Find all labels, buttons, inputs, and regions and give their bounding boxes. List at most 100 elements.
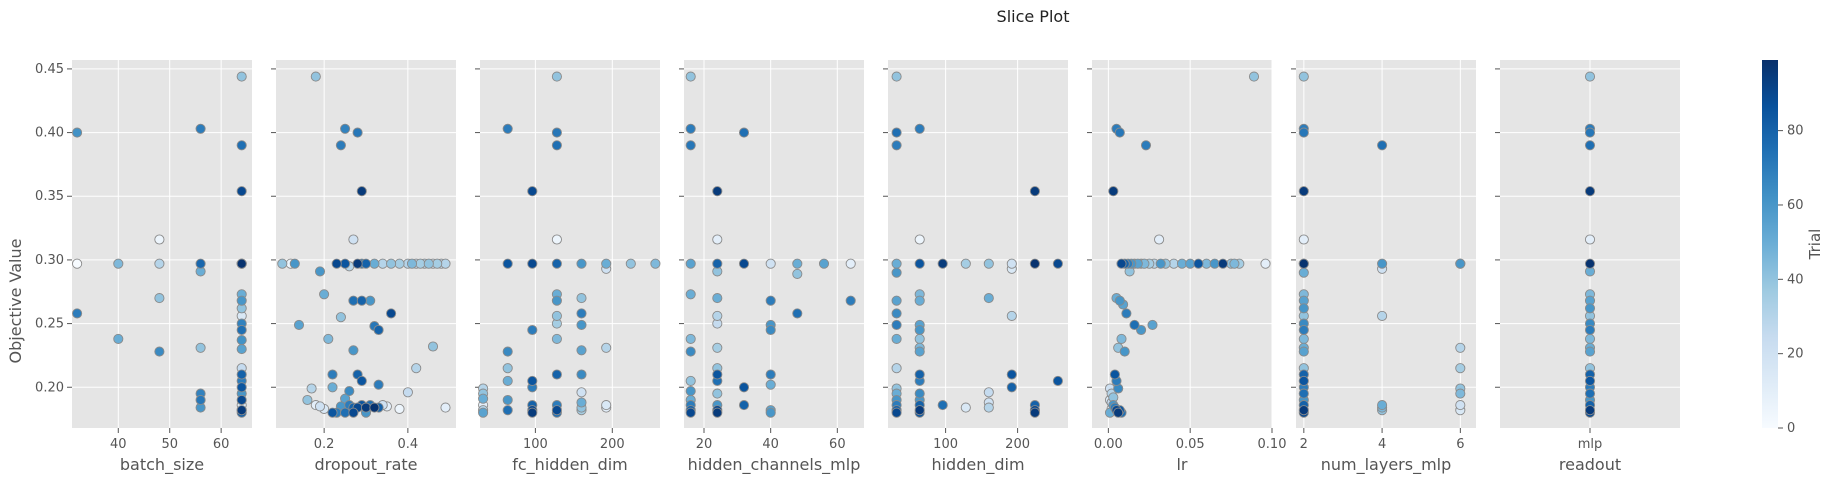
data-point [1584, 127, 1596, 138]
data-point [289, 258, 300, 269]
colorbar-tick-label: 60 [1787, 198, 1804, 213]
y-tick-label: 0.45 [35, 62, 64, 77]
data-point [551, 333, 562, 344]
data-point [738, 127, 750, 138]
data-point [331, 258, 342, 269]
data-point [1298, 405, 1309, 416]
data-point [236, 344, 247, 355]
data-point [527, 407, 538, 418]
data-point [356, 186, 367, 197]
data-point [1052, 375, 1063, 386]
data-point [1455, 258, 1466, 269]
data-point [1298, 375, 1309, 386]
data-point [154, 258, 165, 269]
data-point [576, 258, 587, 269]
data-point [323, 333, 334, 344]
data-point [365, 295, 376, 306]
x-axis-label-num_layers_mlp: num_layers_mlp [1321, 455, 1452, 475]
data-point [1377, 310, 1388, 321]
data-point [502, 346, 513, 357]
data-point [1298, 303, 1309, 314]
data-point [1298, 324, 1309, 336]
data-point [236, 295, 247, 306]
data-point [335, 312, 346, 323]
data-point [551, 295, 562, 306]
colorbar-label: Trial [1806, 229, 1824, 261]
data-point [314, 266, 326, 277]
data-point [576, 345, 587, 356]
data-point [427, 341, 439, 352]
data-point [1029, 186, 1040, 197]
data-point [792, 258, 803, 269]
x-tick-label: 50 [161, 437, 178, 452]
data-point [1006, 258, 1017, 269]
data-point [527, 186, 538, 197]
data-point [914, 405, 925, 416]
data-point [845, 295, 856, 306]
data-point [1108, 186, 1119, 197]
colorbar-tick-label: 0 [1787, 421, 1795, 436]
data-point [765, 295, 776, 306]
data-point [1584, 388, 1596, 399]
data-point [502, 123, 513, 134]
data-point [373, 324, 384, 336]
data-point [527, 375, 538, 386]
data-point [72, 127, 83, 138]
data-point [154, 234, 165, 245]
data-point [551, 405, 562, 416]
data-point [502, 258, 513, 269]
data-point [1298, 127, 1309, 138]
data-point [685, 346, 696, 357]
data-point [914, 333, 925, 344]
data-point [765, 258, 776, 269]
data-point [1140, 140, 1152, 151]
data-point [236, 405, 247, 416]
data-point [914, 258, 925, 269]
data-point [236, 394, 247, 406]
data-point [1119, 346, 1130, 357]
panel-hidden_channels_mlp: 20 40 60 hidden_channels_mlp [679, 60, 864, 475]
data-point [236, 369, 247, 380]
x-tick-label: mlp [1578, 437, 1603, 452]
data-point [712, 258, 723, 269]
data-point [310, 71, 321, 82]
panel-background [1296, 60, 1476, 428]
data-point [369, 402, 380, 413]
data-point [402, 387, 413, 398]
data-point [340, 407, 351, 418]
data-point [1377, 400, 1388, 411]
data-point [360, 258, 372, 269]
data-point [551, 71, 562, 82]
data-point [551, 369, 562, 380]
data-point [360, 402, 372, 413]
data-point [502, 363, 513, 374]
data-point [601, 400, 612, 411]
panel-hidden_dim: 100 200 hidden_dim [883, 60, 1068, 475]
data-point [738, 382, 750, 393]
data-point [369, 258, 380, 269]
data-point [914, 234, 925, 245]
data-point [327, 382, 338, 393]
data-point [340, 258, 351, 269]
data-point [551, 140, 562, 151]
data-point [765, 324, 776, 336]
data-point [1584, 324, 1596, 336]
data-point [685, 140, 696, 151]
panel-dropout_rate: 0.2 0.4 dropout_rate [271, 60, 456, 475]
data-point [340, 123, 351, 134]
data-point [432, 258, 443, 269]
x-tick-label: 40 [110, 437, 127, 452]
data-point [154, 346, 165, 357]
x-tick-label: 0.10 [1258, 437, 1287, 452]
data-point [440, 402, 451, 413]
data-point [601, 258, 612, 269]
data-point [72, 308, 83, 319]
data-point [765, 407, 776, 418]
data-point [348, 345, 359, 356]
data-point [1154, 234, 1165, 245]
data-point [765, 379, 776, 390]
data-point [1377, 258, 1388, 269]
data-point [478, 393, 489, 404]
data-point [1121, 308, 1132, 319]
